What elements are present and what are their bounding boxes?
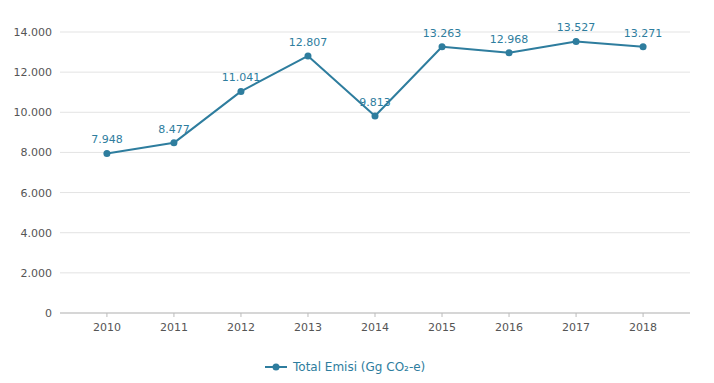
y-tick-label: 12.000 <box>14 66 53 79</box>
x-tick-label: 2014 <box>361 321 389 334</box>
x-tick <box>307 313 308 317</box>
point <box>103 150 110 157</box>
chart: 0 2.000 4.000 6.000 8.000 10.000 12.000 14.000 2… <box>0 0 714 383</box>
data-label: 12.807 <box>289 36 328 49</box>
data-label: 8.477 <box>158 123 190 136</box>
data-label: 13.271 <box>624 27 663 40</box>
x-tick <box>442 313 443 317</box>
data-label: 12.968 <box>490 33 529 46</box>
grid-line <box>60 232 690 233</box>
line <box>107 41 643 153</box>
data-labels: 7.948 8.477 11.041 12.807 9.813 13.263 12.968 1… <box>91 21 662 146</box>
x-tick-label: 2010 <box>93 321 121 334</box>
data-label: 13.263 <box>423 27 462 40</box>
grid-line <box>60 152 690 153</box>
point <box>170 139 177 146</box>
x-tick <box>576 313 577 317</box>
chart-container: 0 2.000 4.000 6.000 8.000 10.000 12.000 14.000 2… <box>0 0 714 383</box>
x-tick-label: 2018 <box>629 321 657 334</box>
point <box>573 38 580 45</box>
x-tick-label: 2015 <box>428 321 456 334</box>
y-tick-label: 8.000 <box>21 146 53 159</box>
point <box>439 43 446 50</box>
y-tick-label: 10.000 <box>14 106 53 119</box>
x-tick <box>240 313 241 317</box>
grid-line <box>60 32 690 33</box>
data-label: 11.041 <box>222 71 261 84</box>
x-tick-label: 2016 <box>495 321 523 334</box>
plot-area <box>103 38 646 157</box>
data-label: 13.527 <box>557 21 596 34</box>
y-tick-label: 2.000 <box>21 267 53 280</box>
legend-marker <box>273 364 280 371</box>
point <box>372 113 379 120</box>
point <box>506 49 513 56</box>
y-tick-label: 6.000 <box>21 187 53 200</box>
legend: Total Emisi (Gg CO₂-e) <box>265 360 425 374</box>
point <box>640 43 647 50</box>
x-tick-label: 2012 <box>227 321 255 334</box>
y-tick-label: 4.000 <box>21 227 53 240</box>
y-tick-label: 0 <box>45 307 52 320</box>
data-label: 9.813 <box>359 96 391 109</box>
point <box>304 52 311 59</box>
axes: 0 2.000 4.000 6.000 8.000 10.000 12.000 14.000 2… <box>14 26 691 334</box>
x-tick <box>375 313 376 317</box>
grid-line <box>60 72 690 73</box>
x-tick-label: 2013 <box>294 321 322 334</box>
legend-label: Total Emisi (Gg CO₂-e) <box>292 360 425 374</box>
y-tick-label: 14.000 <box>14 26 53 39</box>
grid-line <box>60 272 690 273</box>
x-tick-label: 2017 <box>562 321 590 334</box>
x-tick-label: 2011 <box>160 321 188 334</box>
data-label: 7.948 <box>91 133 123 146</box>
x-tick <box>106 313 107 317</box>
x-tick <box>643 313 644 317</box>
x-tick <box>509 313 510 317</box>
point <box>237 88 244 95</box>
grid-line <box>60 192 690 193</box>
x-tick <box>173 313 174 317</box>
